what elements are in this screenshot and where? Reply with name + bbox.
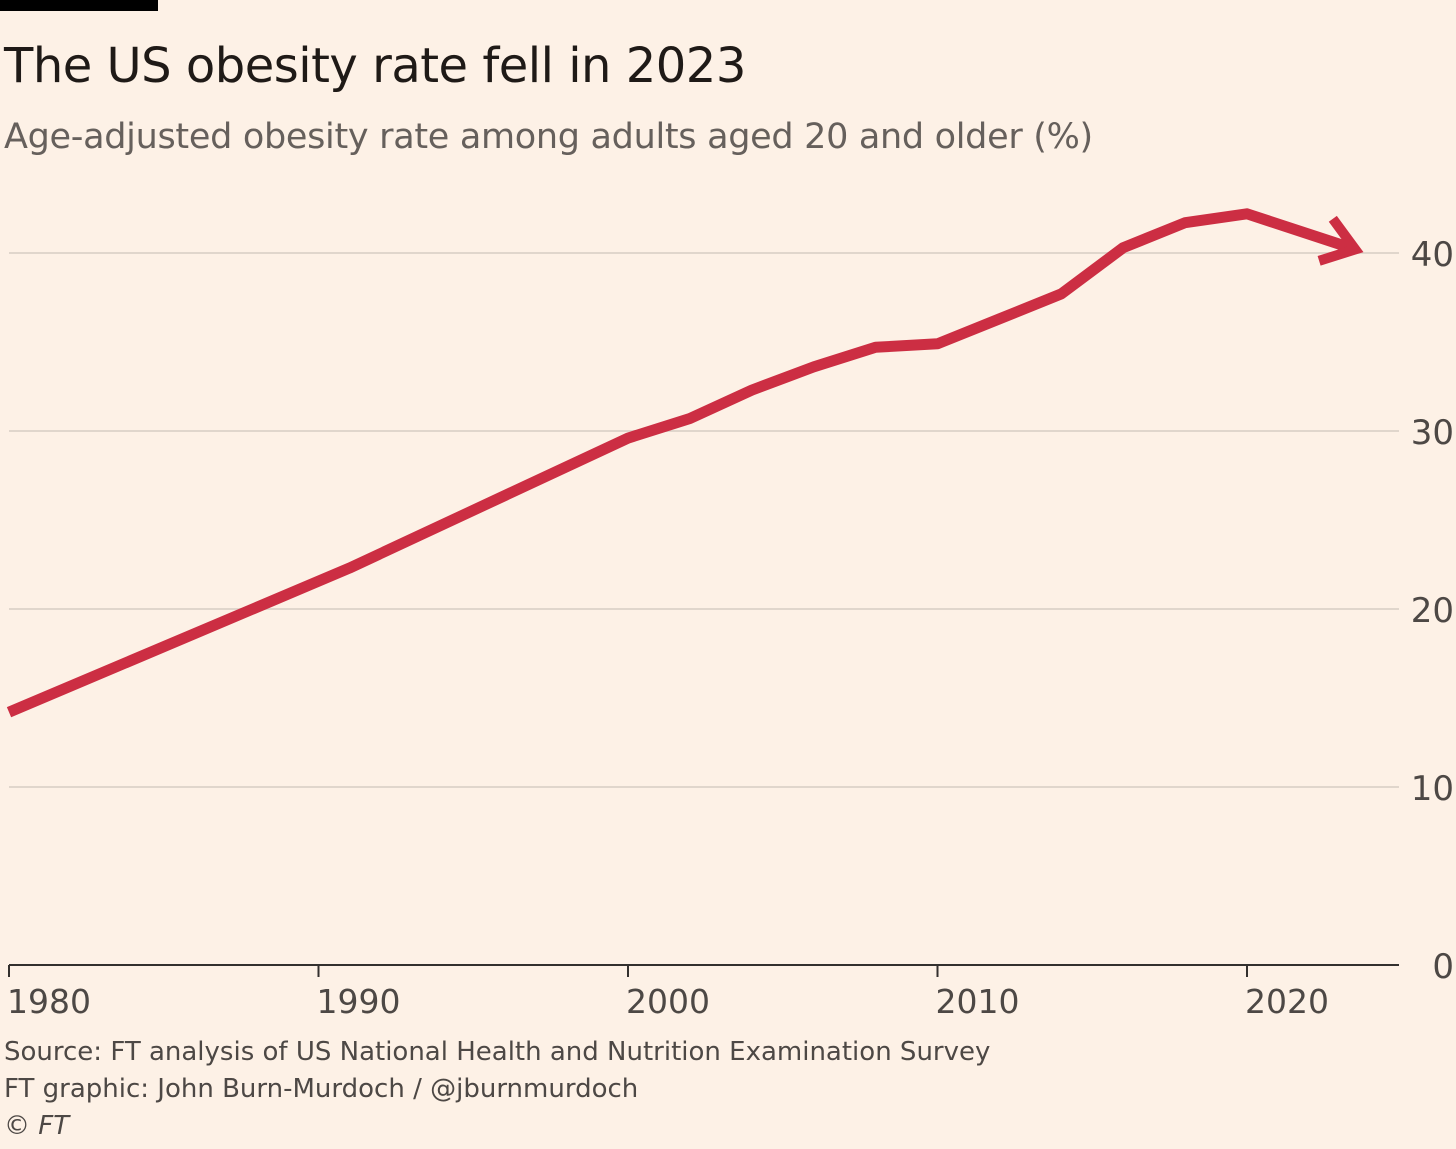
gridlines [9,252,1399,788]
y-axis-tick-labels: 0 10 20 30 40 [1411,235,1454,987]
source-note: Source: FT analysis of US National Healt… [4,1037,991,1067]
y-tick-label-40: 40 [1411,235,1454,275]
series-layer [6,208,1364,718]
y-tick-label-30: 30 [1411,413,1454,453]
chart-title: The US obesity rate fell in 2023 [4,38,746,94]
x-tick-label-2010: 2010 [936,982,1020,1021]
x-axis [8,964,1399,977]
y-tick-label-0: 0 [1432,947,1454,987]
series-end-arrow [1317,215,1364,266]
chart-subtitle: Age-adjusted obesity rate among adults a… [4,117,1093,157]
series-line-0 [6,208,1358,718]
x-tick-label-1980: 1980 [7,982,91,1021]
graphic-credit: FT graphic: John Burn-Murdoch / @jburnmu… [4,1074,639,1104]
y-tick-label-20: 20 [1411,591,1454,631]
x-tick-label-1990: 1990 [317,982,401,1021]
x-axis-tick-labels: 1980 1990 2000 2010 2020 [7,982,1329,1021]
x-tick-label-2020: 2020 [1245,982,1329,1021]
brand-bar [0,0,158,11]
x-tick-label-2000: 2000 [626,982,710,1021]
copyright-note: © FT [4,1111,70,1141]
y-tick-label-10: 10 [1411,769,1454,809]
